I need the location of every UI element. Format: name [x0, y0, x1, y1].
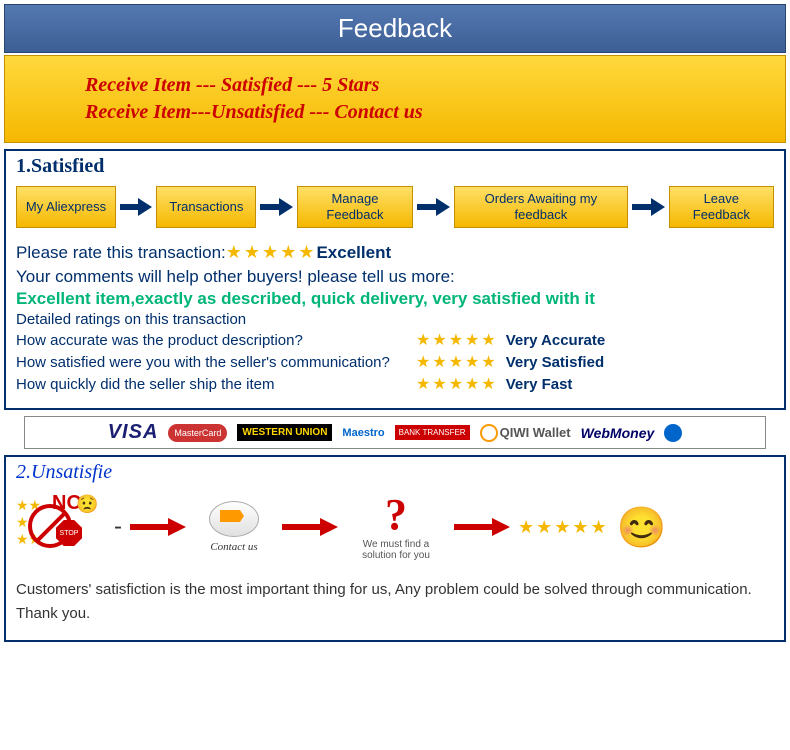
rating-label: Very Accurate	[506, 332, 606, 349]
flow-step-awaiting[interactable]: Orders Awaiting my feedback	[454, 186, 629, 228]
five-stars-icon: ★★★★★	[416, 330, 498, 350]
rating-label: Very Fast	[506, 376, 573, 393]
qiwi-logo: QIWI Wallet	[480, 424, 571, 442]
satisfied-section: 1.Satisfied My Aliexpress Transactions M…	[4, 149, 786, 410]
five-stars-icon: ★★★★★	[416, 374, 498, 394]
footer-message: Customers' satisfiction is the most impo…	[16, 578, 774, 626]
banner-line-satisfied: Receive Item --- Satisfied --- 5 Stars	[85, 74, 765, 97]
unsatisfied-title: 2.Unsatisfie	[16, 461, 774, 484]
question-mark-icon: ?	[346, 493, 446, 537]
mastercard-logo: MasterCard	[168, 424, 227, 442]
arrow-icon	[260, 200, 292, 214]
qiwi-icon	[480, 424, 498, 442]
solution-block: ? We must find a solution for you	[346, 493, 446, 561]
arrow-icon	[282, 519, 338, 535]
instruction-banner: Receive Item --- Satisfied --- 5 Stars R…	[4, 55, 786, 143]
rating-label: Very Satisfied	[506, 354, 604, 371]
feedback-header: Feedback	[4, 4, 786, 53]
rate-prompt: Please rate this transaction:	[16, 243, 226, 263]
payment-methods: VISA MasterCard WESTERN UNION Maestro BA…	[24, 416, 766, 449]
flow-step-aliexpress[interactable]: My Aliexpress	[16, 186, 116, 228]
bank-transfer-logo: BANK TRANSFER	[395, 425, 470, 440]
webmoney-logo: WebMoney	[581, 425, 655, 441]
comments-prompt: Your comments will help other buyers! pl…	[16, 267, 774, 287]
example-comment: Excellent item,exactly as described, qui…	[16, 289, 774, 309]
flow-step-transactions[interactable]: Transactions	[156, 186, 256, 228]
five-stars-icon: ★★★★★	[518, 517, 609, 538]
arrow-icon	[417, 200, 449, 214]
satisfied-title: 1.Satisfied	[16, 155, 774, 178]
dash: -	[114, 513, 122, 541]
arrow-icon	[454, 519, 510, 535]
rating-question: How quickly did the seller ship the item	[16, 376, 416, 393]
email-icon	[209, 501, 259, 537]
detailed-heading: Detailed ratings on this transaction	[16, 311, 774, 328]
rating-row-communication: How satisfied were you with the seller's…	[16, 352, 774, 372]
five-stars-icon: ★★★★★	[416, 352, 498, 372]
stop-icon: STOP	[56, 520, 82, 546]
contact-block: Contact us	[194, 501, 274, 553]
qiwi-text: QIWI Wallet	[500, 425, 571, 440]
flow-step-leave[interactable]: Leave Feedback	[669, 186, 774, 228]
rate-label: Excellent	[316, 243, 391, 263]
globe-icon	[664, 424, 682, 442]
rating-question: How satisfied were you with the seller's…	[16, 354, 416, 371]
maestro-logo: Maestro	[342, 427, 384, 439]
banner-line-unsatisfied: Receive Item---Unsatisfied --- Contact u…	[85, 101, 765, 124]
arrow-icon	[632, 200, 664, 214]
happy-face-icon: 😊	[617, 504, 667, 551]
feedback-flow: My Aliexpress Transactions Manage Feedba…	[16, 186, 774, 228]
contact-label: Contact us	[194, 541, 274, 553]
rating-row-shipping: How quickly did the seller ship the item…	[16, 374, 774, 394]
rating-table: How accurate was the product description…	[16, 330, 774, 394]
resolution-flow: ★★★★★ NO 😟 STOP - Contact us ? We must f…	[16, 492, 774, 562]
rate-prompt-row: Please rate this transaction: ★★★★★ Exce…	[16, 242, 774, 263]
arrow-icon	[130, 519, 186, 535]
no-bad-rating-block: ★★★★★ NO 😟 STOP	[16, 492, 106, 562]
flow-step-manage[interactable]: Manage Feedback	[297, 186, 413, 228]
arrow-icon	[120, 200, 152, 214]
rating-row-accuracy: How accurate was the product description…	[16, 330, 774, 350]
sad-face-icon: 😟	[76, 494, 98, 515]
unsatisfied-section: 2.Unsatisfie ★★★★★ NO 😟 STOP - Contact u…	[4, 455, 786, 642]
western-union-logo: WESTERN UNION	[237, 424, 332, 441]
five-stars-icon: ★★★★★	[226, 242, 317, 263]
visa-logo: VISA	[108, 421, 159, 444]
solution-text: We must find a solution for you	[346, 539, 446, 561]
rating-question: How accurate was the product description…	[16, 332, 416, 349]
